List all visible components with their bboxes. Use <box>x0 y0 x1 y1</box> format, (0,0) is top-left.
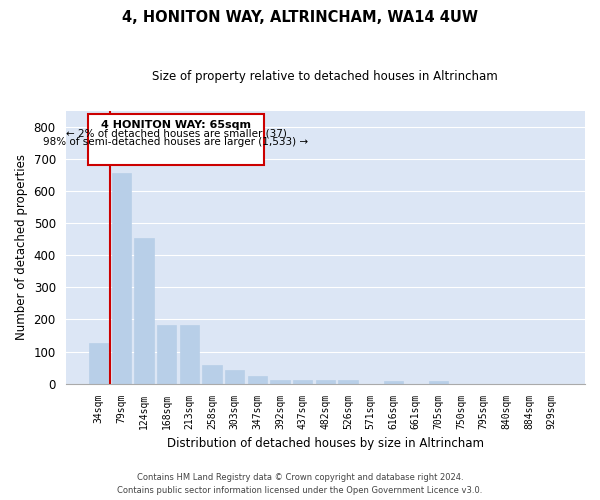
Text: ← 2% of detached houses are smaller (37): ← 2% of detached houses are smaller (37) <box>65 129 286 139</box>
Bar <box>112 172 131 384</box>
Bar <box>89 342 109 384</box>
Bar <box>293 380 312 384</box>
Text: 98% of semi-detached houses are larger (1,533) →: 98% of semi-detached houses are larger (… <box>43 137 308 147</box>
Y-axis label: Number of detached properties: Number of detached properties <box>15 154 28 340</box>
Bar <box>383 382 403 384</box>
Bar <box>134 238 154 384</box>
Bar <box>157 325 176 384</box>
Text: 4, HONITON WAY, ALTRINCHAM, WA14 4UW: 4, HONITON WAY, ALTRINCHAM, WA14 4UW <box>122 10 478 25</box>
Bar <box>316 380 335 384</box>
Bar <box>225 370 244 384</box>
Bar <box>338 380 358 384</box>
Text: 4 HONITON WAY: 65sqm: 4 HONITON WAY: 65sqm <box>101 120 251 130</box>
Title: Size of property relative to detached houses in Altrincham: Size of property relative to detached ho… <box>152 70 498 83</box>
Bar <box>429 381 448 384</box>
Text: Contains HM Land Registry data © Crown copyright and database right 2024.
Contai: Contains HM Land Registry data © Crown c… <box>118 473 482 495</box>
Bar <box>88 114 264 164</box>
Bar <box>248 376 267 384</box>
X-axis label: Distribution of detached houses by size in Altrincham: Distribution of detached houses by size … <box>167 437 484 450</box>
Bar <box>271 380 290 384</box>
Bar <box>202 366 221 384</box>
Bar <box>180 325 199 384</box>
